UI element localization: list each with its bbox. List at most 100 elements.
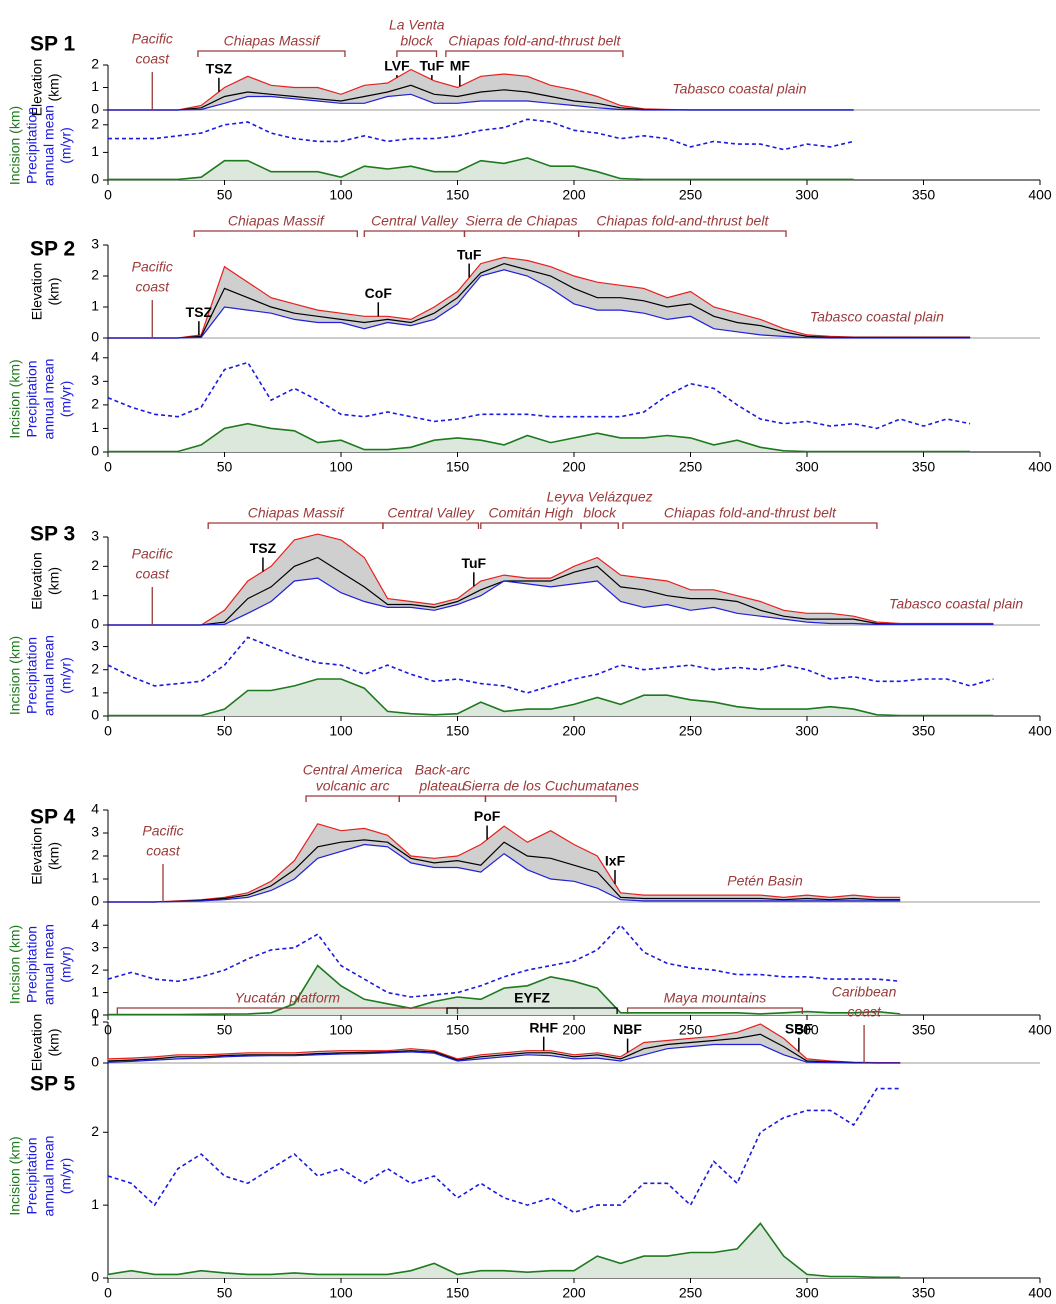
x-tick-label: 200	[562, 459, 586, 475]
y-axis-label: (m/yr)	[58, 127, 74, 164]
y-tick-label: 2	[91, 116, 99, 132]
y-tick-label: 0	[91, 616, 99, 632]
region-label: Sierra de Chiapas	[466, 213, 578, 229]
region-label: Chiapas Massif	[248, 505, 346, 521]
y-axis-label: Incision (km)	[7, 1136, 23, 1215]
region-label: Sierra de los Cuchumatanes	[462, 778, 639, 794]
x-tick-label: 100	[329, 187, 353, 203]
coast-label: Caribbean	[832, 984, 897, 1000]
coast-label: coast	[146, 843, 181, 859]
region-bracket	[193, 230, 358, 237]
fault-label: SBF	[785, 1020, 813, 1036]
y-axis-label: (m/yr)	[58, 381, 74, 418]
incision-area	[108, 423, 971, 452]
y-tick-label: 4	[91, 801, 99, 817]
y-tick-label: 0	[91, 1269, 99, 1285]
y-tick-label: 1	[91, 684, 99, 700]
elevation-line	[108, 262, 971, 339]
region-note: Petén Basin	[727, 873, 803, 889]
y-axis-label: (m/yr)	[58, 657, 74, 694]
region-bracket	[626, 1007, 803, 1014]
x-tick-label: 150	[446, 187, 470, 203]
region-bracket	[207, 522, 384, 529]
y-tick-label: 4	[91, 916, 99, 932]
y-axis-label: annual mean	[41, 924, 57, 1005]
y-axis-label: (km)	[46, 842, 62, 870]
x-tick-label: 250	[679, 723, 703, 739]
y-tick-label: 0	[91, 1054, 99, 1070]
y-tick-label: 1	[91, 983, 99, 999]
coast-label: coast	[847, 1004, 882, 1020]
x-tick-label: 400	[1028, 1285, 1052, 1301]
x-tick-label: 200	[562, 723, 586, 739]
region-label: Central America	[303, 762, 403, 778]
x-tick-label: 300	[795, 1285, 819, 1301]
region-label: volcanic arc	[316, 778, 390, 794]
incision-area	[108, 965, 901, 1015]
region-label: Central Valley	[387, 505, 475, 521]
fault-label: TuF	[420, 58, 445, 74]
fault-label: CoF	[365, 285, 393, 301]
fault-label: MF	[450, 58, 471, 74]
x-tick-label: 200	[562, 1022, 586, 1038]
x-tick-label: 0	[104, 723, 112, 739]
region-bracket	[578, 230, 787, 237]
x-tick-label: 150	[446, 1285, 470, 1301]
region-bracket	[396, 50, 438, 57]
elevation-line	[108, 843, 901, 903]
y-tick-label: 0	[91, 893, 99, 909]
elevation-line	[108, 839, 901, 903]
y-tick-label: 2	[91, 56, 99, 72]
y-axis-label: Elevation	[29, 59, 45, 117]
y-axis-label: Precipitation	[24, 107, 40, 184]
elevation-range	[108, 823, 901, 902]
incision-line	[108, 678, 994, 717]
region-bracket	[398, 795, 487, 802]
x-tick-label: 0	[104, 187, 112, 203]
x-tick-label: 350	[912, 1285, 936, 1301]
region-bracket	[116, 1007, 459, 1014]
y-tick-label: 2	[91, 660, 99, 676]
y-axis-label: (m/yr)	[58, 1158, 74, 1195]
x-tick-label: 300	[795, 723, 819, 739]
y-axis-label: (m/yr)	[58, 946, 74, 983]
y-tick-label: 1	[91, 298, 99, 314]
y-tick-label: 0	[91, 329, 99, 345]
region-note: Tabasco coastal plain	[889, 596, 1023, 612]
coast-label: Pacific	[132, 546, 173, 562]
elevation-line	[108, 93, 854, 111]
y-tick-label: 2	[91, 267, 99, 283]
incision-line	[108, 157, 854, 181]
y-tick-label: 0	[91, 1006, 99, 1022]
x-tick-label: 150	[446, 1022, 470, 1038]
region-bracket	[305, 795, 400, 802]
precipitation-line	[107, 1087, 901, 1214]
y-axis-label: (km)	[46, 278, 62, 306]
x-tick-label: 200	[562, 187, 586, 203]
elevation-line	[107, 1043, 901, 1064]
elevation-line	[108, 269, 971, 339]
region-label: Chiapas Massif	[228, 213, 326, 229]
region-label: La Venta	[389, 17, 445, 33]
y-tick-label: 0	[91, 101, 99, 117]
coast-label: coast	[136, 566, 171, 582]
incision-area	[108, 1223, 901, 1278]
region-label: Chiapas fold-and-thrust belt	[448, 33, 621, 49]
y-axis-label: Elevation	[29, 827, 45, 885]
y-axis-label: (km)	[46, 74, 62, 102]
region-bracket	[480, 522, 582, 529]
coast-label: coast	[136, 51, 171, 67]
fault-label: TSZ	[186, 304, 213, 320]
region-label: Central Valley	[371, 213, 459, 229]
y-axis-label: (km)	[46, 1029, 62, 1057]
y-axis-label: Precipitation	[24, 1137, 40, 1214]
region-bracket	[197, 50, 346, 57]
x-tick-label: 400	[1028, 1022, 1052, 1038]
coast-label: coast	[136, 279, 171, 295]
y-tick-label: 2	[91, 396, 99, 412]
region-label: Chiapas Massif	[224, 33, 322, 49]
y-axis-label: annual mean	[41, 359, 57, 440]
y-tick-label: 1	[91, 419, 99, 435]
x-tick-label: 350	[912, 459, 936, 475]
